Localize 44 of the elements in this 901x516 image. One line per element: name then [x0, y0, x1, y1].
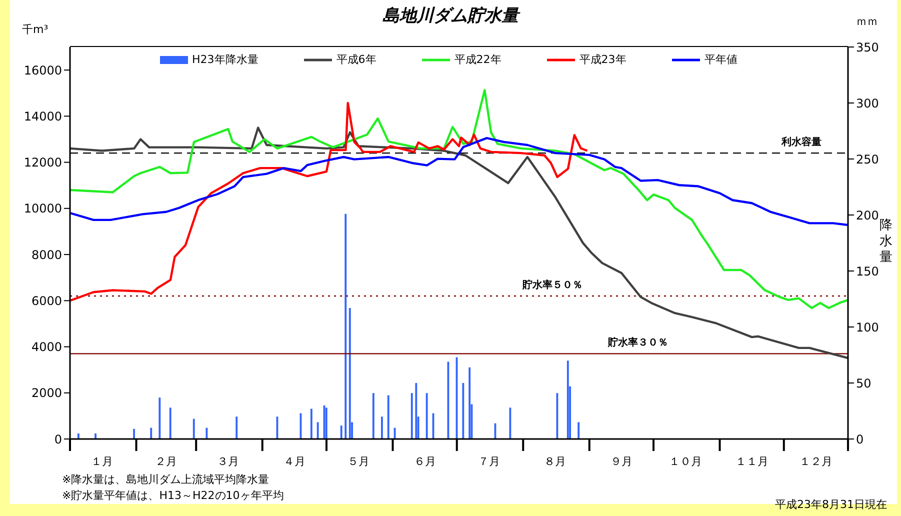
- y2-tick-label: 200: [856, 208, 879, 222]
- x-tick-label: ３月: [217, 455, 240, 468]
- legend-label: 平年値: [704, 52, 738, 67]
- x-tick-label: ６月: [414, 455, 436, 468]
- y2-tick-label: 50: [856, 376, 872, 390]
- y-tick-label: 12000: [24, 156, 62, 170]
- y-tick-label: 2000: [31, 386, 62, 400]
- y-tick-label: 14000: [24, 109, 62, 124]
- y-axis-title: 千m³: [22, 22, 48, 37]
- ref-line-label: 貯水率５０％: [521, 279, 582, 292]
- y2-tick-label: 100: [856, 320, 879, 334]
- y2-tick-label: 300: [856, 96, 879, 110]
- y-tick-label: 16000: [24, 63, 62, 78]
- x-tick-label: ４月: [283, 455, 306, 468]
- x-tick-label: １０月: [669, 455, 702, 468]
- text: 平成23年8月31日現在: [775, 497, 887, 512]
- x-tick-label: １月: [91, 455, 114, 468]
- legend-label: 平成23年: [579, 52, 626, 67]
- y2-axis-title: 降水量: [878, 218, 894, 266]
- text: ※貯水量平年値は、H13～H22の10ヶ年平均: [62, 488, 284, 503]
- x-tick-label: ５月: [348, 455, 370, 468]
- y2-tick-label: 250: [856, 152, 879, 166]
- legend-label: 平成22年: [454, 52, 502, 67]
- y-tick-label: 10000: [24, 202, 62, 216]
- y2-tick-label: 350: [856, 40, 879, 54]
- x-tick-label: １１月: [735, 455, 768, 468]
- x-tick-label: ８月: [544, 455, 566, 468]
- x-tick-label: ２月: [155, 455, 178, 468]
- legend-label: H23年降水量: [192, 52, 258, 67]
- ref-line-label: 貯水率３０％: [606, 336, 668, 349]
- ref-line-label: 利水容量: [780, 136, 822, 148]
- y2-tick-label: 150: [856, 264, 879, 278]
- text: ｍｍ: [856, 14, 878, 29]
- y-tick-label: 4000: [31, 340, 62, 354]
- x-tick-label: ７月: [478, 455, 500, 468]
- y-tick-label: 6000: [31, 294, 62, 308]
- chart-title: 島地川ダム貯水量: [382, 6, 518, 26]
- y2-tick-label: 0: [856, 432, 864, 446]
- y-tick-label: 8000: [31, 248, 62, 262]
- x-tick-label: ９月: [610, 455, 632, 468]
- legend-label: 平成6年: [336, 52, 376, 67]
- text: ※降水量は、島地川ダム上流域平均降水量: [62, 472, 270, 487]
- y-tick-label: 0: [54, 432, 62, 446]
- x-tick-label: １２月: [799, 455, 832, 468]
